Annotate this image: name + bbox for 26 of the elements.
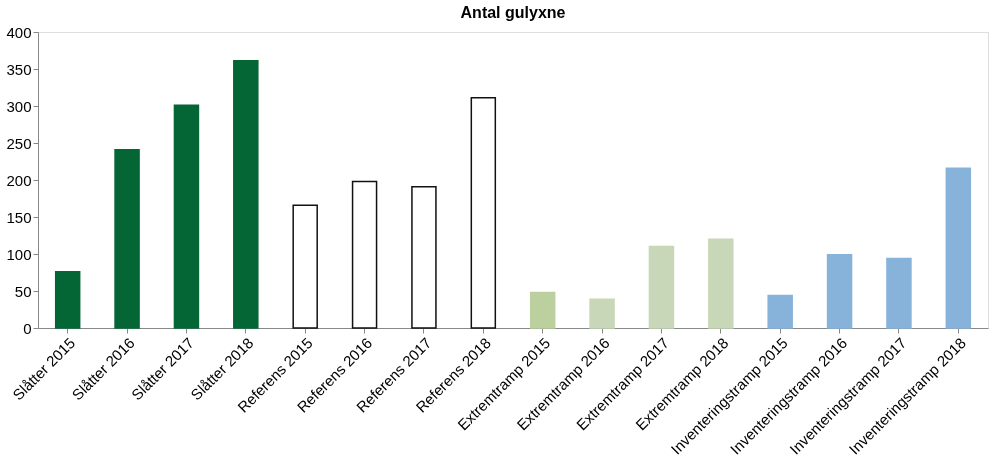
bar xyxy=(233,60,259,329)
bar xyxy=(589,298,615,329)
y-tick-label: 0 xyxy=(23,319,32,337)
y-tick-label: 350 xyxy=(6,60,32,78)
bar xyxy=(470,97,497,329)
bar xyxy=(54,271,81,329)
bar xyxy=(826,253,853,329)
y-tick-label: 100 xyxy=(6,245,32,263)
bar xyxy=(886,257,912,329)
bar xyxy=(292,204,318,329)
chart-title: Antal gulyxne xyxy=(460,4,566,21)
bar xyxy=(114,148,140,329)
bar xyxy=(767,294,793,329)
y-tick-label: 300 xyxy=(6,97,32,115)
y-tick-label: 50 xyxy=(14,282,32,300)
bar xyxy=(173,104,200,329)
bar xyxy=(648,245,675,329)
y-tick-label: 400 xyxy=(6,23,32,41)
bar xyxy=(411,185,437,329)
y-tick-label: 250 xyxy=(6,134,32,152)
bar xyxy=(708,238,734,329)
y-tick-label: 200 xyxy=(6,171,32,189)
bar xyxy=(351,180,378,329)
bar xyxy=(529,291,556,329)
bar xyxy=(945,167,972,329)
y-tick-label: 150 xyxy=(6,208,32,226)
